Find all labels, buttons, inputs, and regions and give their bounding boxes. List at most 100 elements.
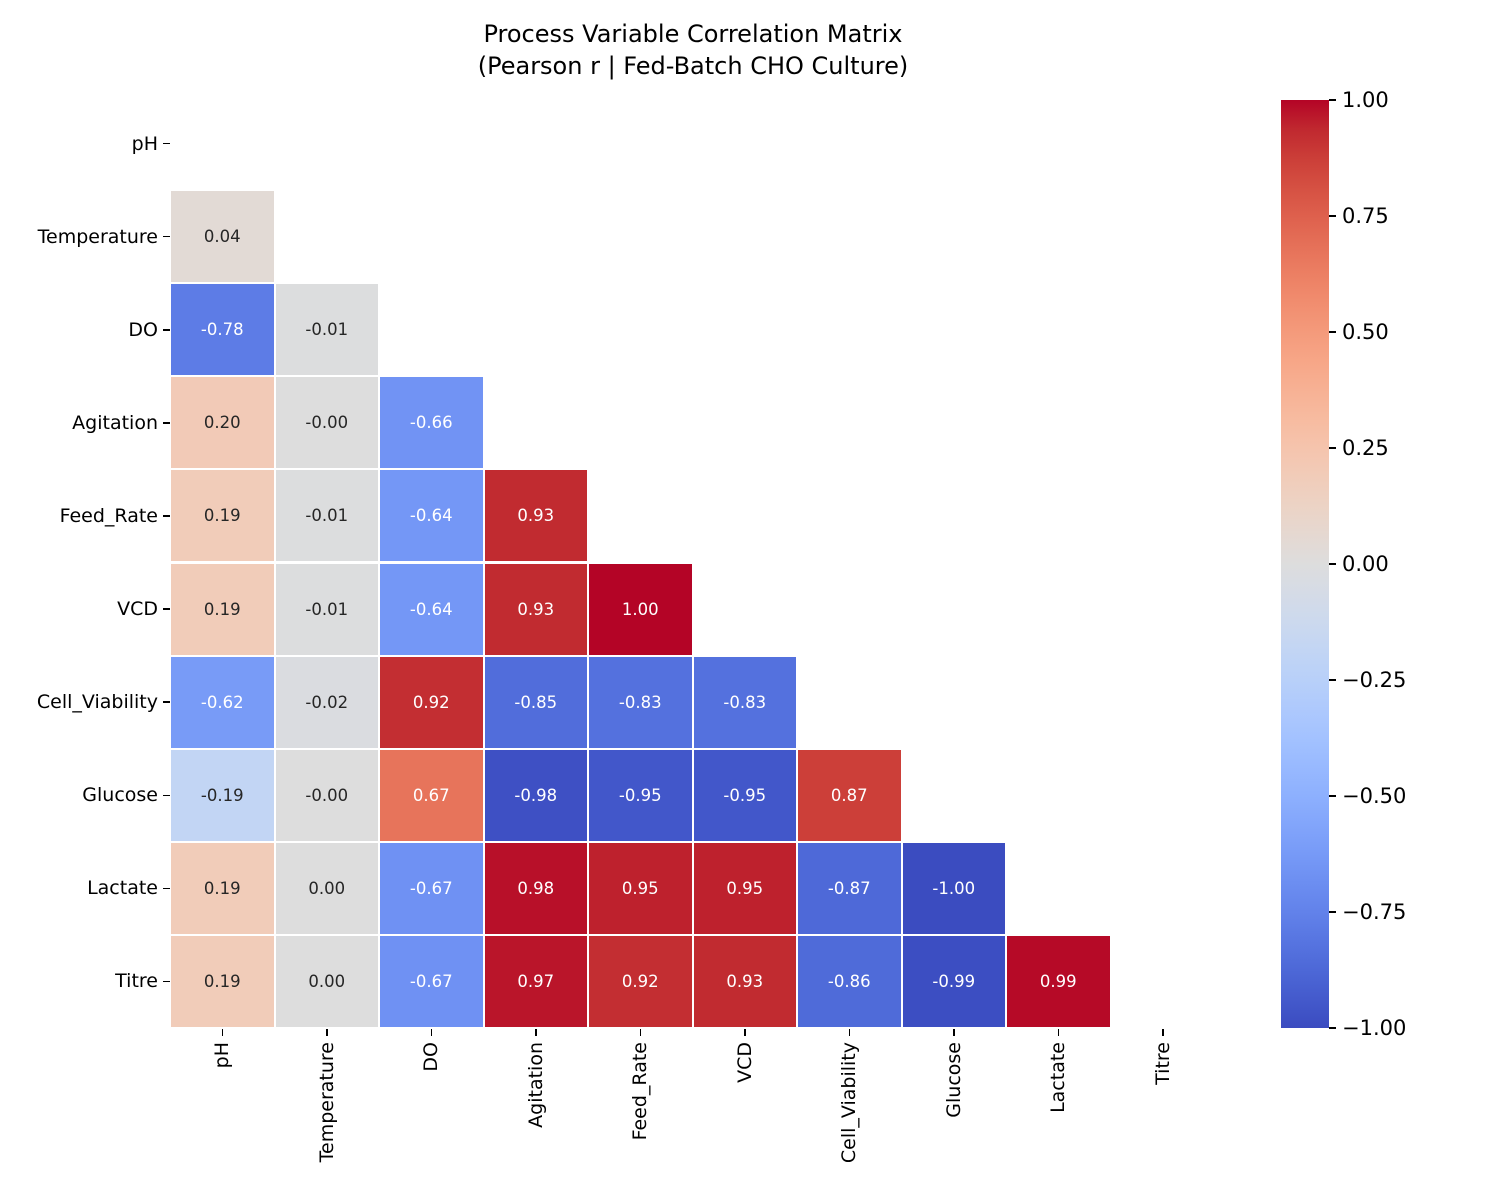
cell-value: -0.95 [723,785,767,805]
y-tick [163,329,170,331]
heatmap-cell: 0.87 [797,748,902,842]
colorbar-tick-label: 1.00 [1342,88,1389,112]
cell-value: -0.01 [305,320,349,340]
cell-value: 0.19 [203,506,241,526]
heatmap-cell: 0.67 [379,748,484,842]
x-tick-label-text: Lactate [1047,1042,1070,1113]
y-tick-label: Temperature [37,225,158,248]
cell-value: 0.04 [203,227,241,247]
y-tick-label: Titre [115,970,158,993]
heatmap-cell: 0.19 [170,469,275,563]
cell-value: -0.01 [305,506,349,526]
heatmap-cell: 0.99 [1006,934,1111,1028]
cell-value: 0.00 [308,971,346,991]
x-tick-label-text: Glucose [942,1042,965,1118]
x-tick [744,1029,746,1036]
cell-value: -0.67 [409,971,453,991]
y-tick [163,608,170,610]
x-tick [326,1029,328,1036]
cell-value: 0.97 [517,971,555,991]
cell-value: -0.66 [409,413,453,433]
x-tick [953,1029,955,1036]
heatmap-cell: -0.64 [379,562,484,656]
heatmap-cell: 0.92 [588,934,693,1028]
heatmap-cell: 0.95 [588,841,693,935]
cell-value: -0.95 [618,785,662,805]
y-tick-label: Agitation [72,411,158,434]
chart-title-line1: Process Variable Correlation Matrix [483,20,903,48]
cell-value: -0.19 [200,785,244,805]
cell-value: -0.78 [200,320,244,340]
x-tick-label-text: Agitation [524,1042,547,1128]
cell-value: -1.00 [932,878,976,898]
heatmap-cell: 0.00 [274,841,379,935]
x-tick-label: VCD [734,1042,756,1200]
colorbar-tick-label: 0.50 [1342,320,1389,344]
x-tick-label: Glucose [943,1042,965,1200]
y-tick [163,422,170,424]
cell-value: -0.02 [305,692,349,712]
cell-value: -0.87 [827,878,871,898]
cell-value: 0.99 [1039,971,1077,991]
heatmap-cell: -0.01 [274,562,379,656]
heatmap-cell: 0.04 [170,190,275,284]
x-tick [1057,1029,1059,1036]
x-tick-label: Temperature [316,1042,338,1200]
cell-value: 0.87 [830,785,868,805]
cell-value: 0.98 [517,878,555,898]
colorbar-tick [1329,795,1336,797]
y-tick-label: DO [128,318,158,341]
x-tick-label: Cell_Viability [838,1042,860,1200]
y-tick-label: pH [131,132,158,155]
x-tick-label-text: pH [211,1042,234,1069]
heatmap-cell: 0.93 [483,469,588,563]
x-tick [430,1029,432,1036]
colorbar-tick-label: 0.25 [1342,436,1389,460]
x-tick [535,1029,537,1036]
heatmap-cell: -0.67 [379,841,484,935]
x-tick [848,1029,850,1036]
heatmap-cell: 0.92 [379,655,484,749]
cell-value: -0.62 [200,692,244,712]
colorbar-tick [1329,331,1336,333]
heatmap-cell: -0.99 [901,934,1006,1028]
x-tick-label-text: DO [420,1042,443,1072]
heatmap-cell: 0.19 [170,841,275,935]
y-tick [163,794,170,796]
y-tick [163,142,170,145]
x-tick [639,1029,641,1036]
heatmap-cell: 0.20 [170,376,275,470]
colorbar-tick [1329,911,1336,913]
heatmap-cell: -0.00 [274,748,379,842]
y-tick [163,887,170,890]
cell-value: -0.01 [305,599,349,619]
cell-value: -0.64 [409,599,453,619]
cell-value: 0.19 [203,878,241,898]
colorbar-tick [1329,447,1336,449]
x-tick-label: Feed_Rate [629,1042,651,1200]
cell-value: 0.00 [308,878,346,898]
y-tick-label: Cell_Viability [36,691,158,714]
colorbar-tick [1329,99,1336,101]
cell-value: 0.95 [621,878,659,898]
y-tick-label: Lactate [87,877,158,900]
cell-value: 0.92 [412,692,450,712]
colorbar-tick [1329,679,1336,681]
y-tick-label: Glucose [82,784,158,807]
cell-value: 0.19 [203,971,241,991]
colorbar-tick [1329,1027,1336,1029]
x-tick [221,1029,223,1036]
cell-value: 1.00 [621,599,659,619]
heatmap-cell: -0.01 [274,469,379,563]
cell-value: -0.99 [932,971,976,991]
heatmap-cell: -0.87 [797,841,902,935]
x-tick-label-text: Temperature [315,1042,338,1163]
cell-value: 0.93 [517,599,555,619]
x-tick-label-text: Titre [1151,1042,1174,1085]
x-tick-label-text: VCD [733,1042,756,1083]
chart-title: Process Variable Correlation Matrix (Pea… [170,18,1216,82]
x-tick-label: Titre [1152,1042,1174,1200]
cell-value: -0.67 [409,878,453,898]
cell-value: -0.83 [723,692,767,712]
y-tick-label: Feed_Rate [59,504,158,527]
